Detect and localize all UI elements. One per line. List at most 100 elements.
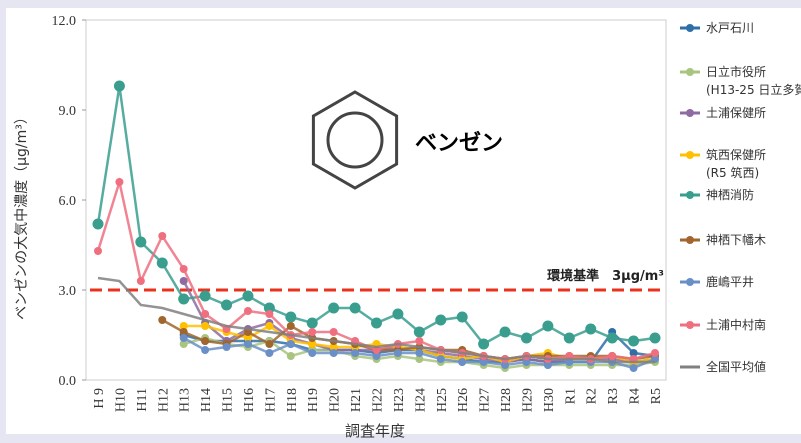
data-point	[221, 299, 233, 311]
data-point	[136, 277, 145, 285]
data-point	[242, 290, 254, 302]
data-point	[201, 337, 210, 345]
data-point	[349, 302, 361, 314]
data-point	[115, 178, 124, 186]
legend-marker	[686, 321, 694, 329]
y-tick-label: 0.0	[59, 374, 77, 389]
data-point	[392, 308, 404, 320]
data-point	[456, 311, 468, 323]
x-tick-label: H16	[242, 388, 257, 412]
data-point	[308, 328, 317, 336]
x-tick-label: H20	[328, 388, 343, 412]
legend-label: 神栖下幡木	[706, 232, 766, 247]
data-point	[478, 338, 490, 350]
data-point	[179, 328, 188, 336]
data-point	[179, 322, 188, 330]
data-point	[265, 340, 274, 348]
data-point	[458, 358, 467, 366]
data-point	[306, 317, 318, 329]
data-point	[308, 349, 317, 357]
data-point	[543, 361, 552, 369]
legend-marker	[686, 151, 694, 159]
x-tick-label: H13	[178, 388, 193, 412]
data-point	[628, 335, 640, 347]
data-point	[520, 332, 532, 344]
x-tick-label: H22	[371, 388, 386, 412]
x-tick-label: R4	[628, 388, 643, 404]
data-point	[415, 337, 424, 345]
data-point	[286, 322, 295, 330]
legend-marker	[686, 68, 694, 76]
x-tick-label: H19	[306, 388, 321, 412]
legend-label: 水戸石川	[706, 21, 754, 35]
data-point	[285, 311, 297, 323]
data-point	[113, 80, 125, 92]
legend-marker	[686, 24, 694, 32]
data-point	[265, 310, 274, 318]
x-tick-label: H27	[478, 388, 493, 412]
data-point	[243, 334, 252, 342]
x-tick-label: H17	[263, 388, 278, 412]
data-point	[156, 257, 168, 269]
legend-note: (R5 筑西)	[706, 165, 759, 180]
annotation: ベンゼン	[415, 131, 503, 156]
data-point	[415, 355, 424, 363]
data-point	[436, 355, 445, 363]
data-point	[222, 343, 231, 351]
data-point	[135, 236, 147, 248]
data-point	[92, 218, 104, 230]
y-axis-label: ベンゼンの大気中濃度（μg/m³）	[14, 110, 30, 320]
data-point	[178, 293, 190, 305]
legend-label: 鹿嶋平井	[706, 274, 754, 289]
x-tick-label: H11	[135, 388, 150, 412]
x-tick-label: H28	[499, 388, 514, 412]
data-point	[286, 340, 295, 348]
benzene-ring	[311, 90, 399, 190]
data-point	[585, 323, 597, 335]
data-point	[393, 349, 402, 357]
x-tick-label: H14	[199, 388, 214, 412]
data-point	[286, 352, 295, 360]
data-point	[651, 349, 659, 357]
data-point	[94, 247, 102, 255]
reference-label: 環境基準 3μg/m³	[547, 268, 664, 284]
y-tick-label: 3.0	[59, 284, 77, 299]
data-point	[563, 332, 575, 344]
legend-label: 土浦中村南	[706, 317, 766, 332]
data-point	[522, 358, 531, 366]
y-tick-label: 12.0	[52, 14, 77, 29]
legend-marker	[686, 236, 694, 244]
x-tick-label: H21	[349, 388, 364, 412]
data-point	[243, 307, 252, 315]
data-point	[649, 332, 661, 344]
data-point	[329, 328, 338, 336]
data-point	[201, 322, 210, 330]
data-point	[199, 290, 211, 302]
data-point	[179, 265, 188, 273]
data-point	[501, 361, 510, 369]
data-point	[606, 332, 618, 344]
data-point	[479, 358, 488, 366]
data-point	[158, 232, 167, 240]
x-tick-label: H15	[221, 388, 236, 412]
x-tick-label: H 9	[92, 388, 107, 409]
legend-note: (H13-25 日立多賀	[706, 82, 801, 97]
data-point	[263, 302, 275, 314]
data-point	[179, 334, 188, 342]
legend-marker	[686, 191, 694, 199]
legend-label: 神栖消防	[706, 187, 754, 202]
data-point	[608, 352, 617, 360]
legend-label: 筑西保健所	[706, 147, 766, 162]
x-axis-label: 調査年度	[345, 422, 405, 440]
x-tick-label: R2	[585, 388, 600, 404]
x-tick-label: H26	[456, 388, 471, 412]
data-point	[499, 326, 511, 338]
x-tick-label: R3	[606, 388, 621, 404]
x-tick-label: H25	[435, 388, 450, 412]
data-point	[201, 310, 210, 318]
legend-label: 全国平均値	[706, 359, 766, 374]
data-point	[415, 349, 424, 357]
data-point	[435, 314, 447, 326]
y-tick-label: 9.0	[59, 104, 77, 119]
